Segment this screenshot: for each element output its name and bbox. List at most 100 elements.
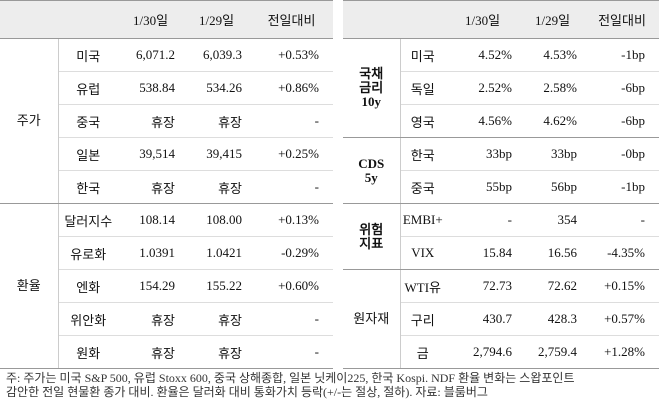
data-row: 금 2,794.6 2,759.4 +1.28%: [343, 335, 659, 369]
item-name: 위안화: [58, 302, 118, 336]
header-cell: 전일대비: [250, 0, 333, 39]
data-row: 유로화 1.0391 1.0421 -0.29%: [0, 236, 333, 270]
value-previous: 휴장: [183, 170, 250, 204]
item-name: 중국: [58, 104, 118, 138]
value-current: 휴장: [118, 170, 183, 204]
header-blank: [343, 0, 445, 39]
change: +0.53%: [250, 38, 333, 72]
item-name: 한국: [400, 137, 445, 171]
value-current: 1.0391: [118, 236, 183, 270]
value-current: 33bp: [445, 137, 520, 171]
market-table-right: 1/30일 1/29일 전일대비 국채 금리 10y 미국 4.52% 4.53% -1…: [343, 0, 659, 369]
change: +0.57%: [585, 302, 659, 336]
data-row: 영국 4.56% 4.62% -6bp: [343, 104, 659, 138]
value-previous: 4.53%: [520, 38, 585, 72]
value-current: 2,794.6: [445, 335, 520, 369]
value-previous: 2.58%: [520, 71, 585, 105]
value-previous: 155.22: [183, 269, 250, 303]
item-name: 영국: [400, 104, 445, 138]
header-row: 1/30일 1/29일 전일대비: [0, 0, 333, 39]
value-current: 15.84: [445, 236, 520, 270]
change: -: [250, 302, 333, 336]
header-cell: 전일대비: [585, 0, 659, 39]
group-label: 환율: [0, 203, 59, 369]
market-table-left: 1/30일 1/29일 전일대비 주가 미국 6,071.2 6,039.3 +0.53…: [0, 0, 333, 369]
change: -: [250, 104, 333, 138]
change: +0.13%: [250, 203, 333, 237]
value-current: 4.52%: [445, 38, 520, 72]
group-label: 국채 금리 10y: [343, 38, 401, 138]
group-label: 주가: [0, 38, 59, 204]
change: +1.28%: [585, 335, 659, 369]
data-row: 환율 달러지수 108.14 108.00 +0.13%: [0, 203, 333, 369]
value-previous: 428.3: [520, 302, 585, 336]
data-row: 한국 휴장 휴장 -: [0, 170, 333, 204]
change: -: [250, 170, 333, 204]
value-previous: 휴장: [183, 302, 250, 336]
value-previous: 39,415: [183, 137, 250, 171]
footnote-line: 감안한 전일 현물환 종가 대비. 환율은 달러화 대비 통화가치 등락(+/-…: [6, 385, 488, 399]
change: -0.29%: [250, 236, 333, 270]
value-previous: 1.0421: [183, 236, 250, 270]
data-row: 위안화 휴장 휴장 -: [0, 302, 333, 336]
group-label: 원자재: [343, 269, 401, 369]
value-current: 4.56%: [445, 104, 520, 138]
value-previous: 56bp: [520, 170, 585, 204]
value-current: 휴장: [118, 104, 183, 138]
value-current: 2.52%: [445, 71, 520, 105]
item-name: 원화: [58, 335, 118, 369]
value-previous: 108.00: [183, 203, 250, 237]
value-current: 39,514: [118, 137, 183, 171]
value-current: 108.14: [118, 203, 183, 237]
data-row: 독일 2.52% 2.58% -6bp: [343, 71, 659, 105]
item-name: 유럽: [58, 71, 118, 105]
value-current: 휴장: [118, 335, 183, 369]
value-previous: 2,759.4: [520, 335, 585, 369]
value-current: 55bp: [445, 170, 520, 204]
group-label: 위험 지표: [343, 203, 401, 270]
value-previous: 휴장: [183, 104, 250, 138]
change: +0.25%: [250, 137, 333, 171]
item-name: 달러지수: [58, 203, 118, 237]
data-row: 위험 지표 EMBI+ -354-: [343, 203, 659, 270]
header-blank: [0, 0, 118, 39]
value-previous: 72.62: [520, 269, 585, 303]
item-name: 미국: [400, 38, 445, 72]
value-current: 72.73: [445, 269, 520, 303]
data-row: 일본 39,514 39,415 +0.25%: [0, 137, 333, 171]
change: +0.86%: [250, 71, 333, 105]
header-cell: 1/30일: [445, 0, 520, 39]
value-current: 430.7: [445, 302, 520, 336]
value-previous: 휴장: [183, 335, 250, 369]
data-row: 중국 휴장 휴장 -: [0, 104, 333, 138]
item-name: 미국: [58, 38, 118, 72]
value-current: 휴장: [118, 302, 183, 336]
item-name: 유로화: [58, 236, 118, 270]
data-row: 엔화 154.29 155.22 +0.60%: [0, 269, 333, 303]
data-row: 중국 55bp 56bp -1bp: [343, 170, 659, 204]
data-row: 유럽 538.84 534.26 +0.86%: [0, 71, 333, 105]
item-name: 중국: [400, 170, 445, 204]
item-name: 구리: [400, 302, 445, 336]
change: +0.15%: [585, 269, 659, 303]
value-current: 154.29: [118, 269, 183, 303]
change: -1bp: [585, 38, 659, 72]
footnote: 주: 주가는 미국 S&P 500, 유럽 Stoxx 600, 중국 상해종합…: [6, 371, 575, 399]
header-cell: 1/30일: [118, 0, 183, 39]
header-row: 1/30일 1/29일 전일대비: [343, 0, 659, 39]
data-row: 구리 430.7 428.3 +0.57%: [343, 302, 659, 336]
value-previous: 16.56: [520, 236, 585, 270]
data-row: 주가 미국 6,071.2 6,039.3 +0.53%: [0, 38, 333, 204]
item-name: EMBI+: [400, 203, 445, 237]
change: +0.60%: [250, 269, 333, 303]
header-cell: 1/29일: [183, 0, 250, 39]
change: -0bp: [585, 137, 659, 171]
change: -6bp: [585, 104, 659, 138]
value-current: 538.84: [118, 71, 183, 105]
change: -4.35%: [585, 236, 659, 270]
data-row: 원자재 WTI유 72.73 72.62 +0.15%: [343, 269, 659, 369]
data-row: VIX 15.84 16.56 -4.35%: [343, 236, 659, 270]
data-row: CDS 5y 한국 33bp 33bp -0bp: [343, 137, 659, 204]
footnote-line: 주: 주가는 미국 S&P 500, 유럽 Stoxx 600, 중국 상해종합…: [6, 371, 575, 385]
header-cell: 1/29일: [520, 0, 585, 39]
